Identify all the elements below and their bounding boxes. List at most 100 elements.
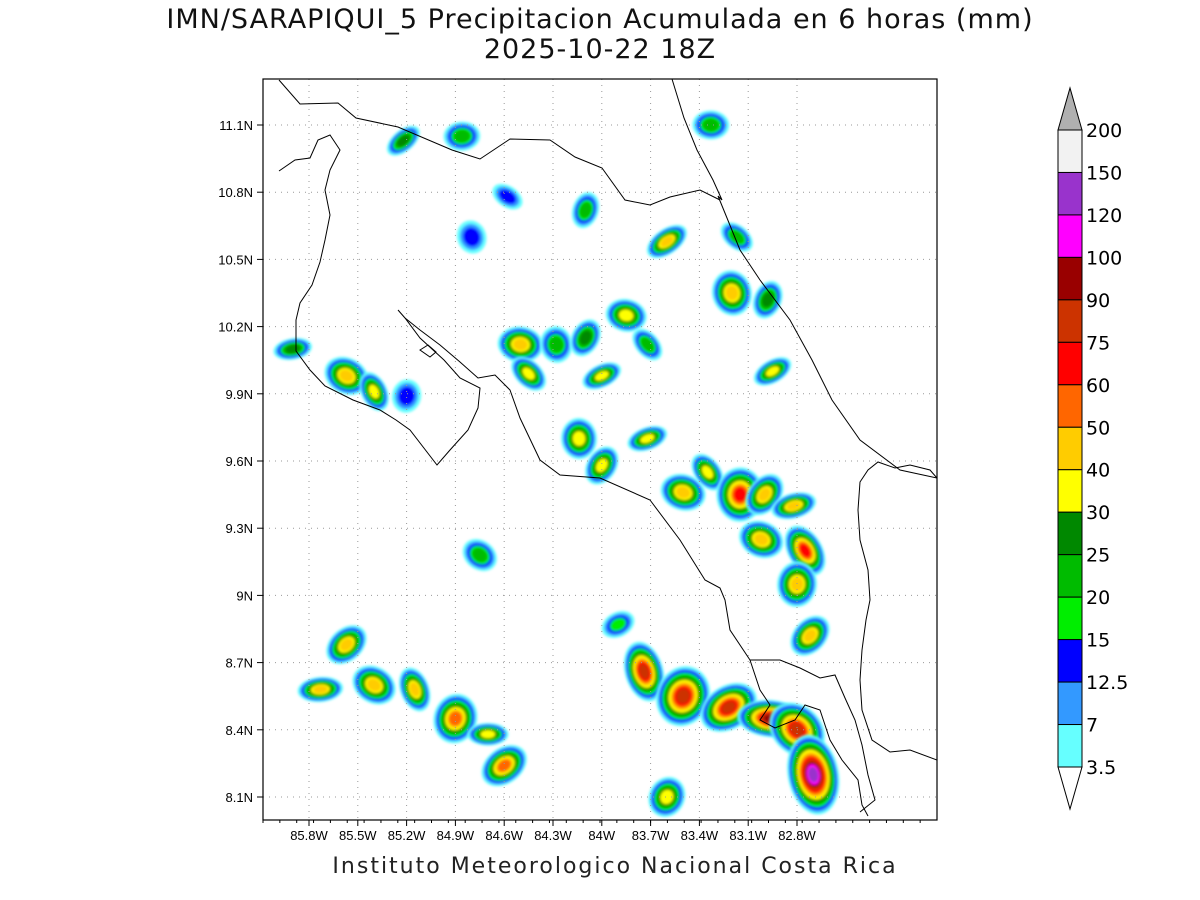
lat-tick-label: 10.2N [218,320,253,335]
colorbar-swatch [1057,596,1083,641]
panama-border [857,461,937,761]
precip-contour [339,638,353,651]
precip-cell [648,776,686,818]
colorbar-label: 40 [1086,460,1110,482]
precip-contour [398,386,415,406]
precip-contour [367,678,381,692]
precip-cell [386,125,420,156]
precip-cell [646,224,687,259]
map-valid-time: 2025-10-22 18Z [483,34,717,65]
precip-cell [711,270,752,316]
precip-contour [463,227,481,247]
precip-cell [456,220,487,254]
lat-tick-label: 8.1N [226,790,253,805]
lon-tick-label: 83.4W [681,828,719,843]
precip-cell [582,362,622,390]
precip-cell [391,379,422,413]
precip-contour [313,685,328,694]
colorbar-label: 120 [1086,205,1122,227]
precip-contour [579,330,592,345]
precip-cell [771,492,817,520]
precip-cell [511,356,546,391]
coastline-borders [278,79,937,817]
lon-tick-label: 85.8W [290,828,328,843]
lon-tick-label: 84.9W [437,828,475,843]
osa-peninsula-coast [749,659,869,817]
precip-cell [297,676,344,703]
colorbar-legend: 3.5 7 12.5 15 20 25 30 40 50 60 75 90 100 120 150 200 [1057,86,1128,811]
nicoya-coast [278,134,481,466]
precip-cell [753,357,792,386]
lat-tick-label: 9.9N [226,387,253,402]
precip-contour [721,701,736,714]
precip-cell [656,666,711,727]
precip-contour [522,367,535,380]
precip-contour [549,336,564,353]
axis-ticks: 85.8W 85.5W 85.2W 84.9W 84.6W 84.3W 84W 83.7W 83… [218,118,921,843]
precip-cell [660,473,706,511]
precip-contour [786,501,801,511]
precip-contour [765,366,780,377]
lat-tick-label: 8.4N [226,723,253,738]
precip-contour [472,548,488,562]
precip-contour [453,129,470,143]
colorbar-swatch [1057,171,1083,216]
precip-cell [692,110,730,140]
precip-contour [676,688,690,704]
colorbar-swatch [1057,426,1083,471]
colorbar-swatch [1057,469,1083,513]
precip-contour [480,730,496,739]
precip-contour [702,118,719,132]
precip-cell [443,121,481,151]
precip-cell [433,693,478,744]
precip-cell [324,356,369,395]
colorbar-label: 30 [1086,502,1110,524]
colorbar-bottom-arrow [1057,766,1083,811]
precip-cell [627,425,668,452]
precip-contour [640,337,654,352]
precip-contour [610,617,627,632]
precipitation-field [273,110,840,818]
precip-contour [660,789,674,805]
colorbar-label: 25 [1086,545,1110,567]
colorbar-label: 150 [1086,162,1122,184]
colorbar-swatch [1057,724,1083,768]
precip-cell [720,222,753,252]
lat-tick-label: 9N [236,588,253,603]
precip-cell [585,446,619,485]
precip-contour [409,682,420,697]
precip-contour [618,309,634,322]
colorbar-swatch [1057,256,1083,301]
colorbar-label: 100 [1086,247,1122,269]
precip-contour [808,766,819,783]
precip-contour [498,189,516,204]
colorbar-swatch [1057,341,1083,386]
colorbar-label: 20 [1086,587,1110,609]
colorbar-label: 200 [1086,120,1122,142]
colorbar-swatch [1057,384,1083,428]
lon-tick-label: 85.2W [388,828,426,843]
nicaragua-border [278,79,721,206]
colorbar-swatch [1057,639,1083,683]
colorbar-swatch [1057,554,1083,598]
precip-cell [540,326,573,363]
precip-cell [561,418,597,460]
colorbar-label: 3.5 [1086,757,1116,779]
precip-contour [799,543,811,558]
precip-cell [352,665,396,705]
colorbar-label: 15 [1086,630,1110,652]
precip-contour [803,629,817,643]
precip-cell [326,625,367,665]
colorbar-label: 90 [1086,290,1110,312]
precip-contour [497,759,511,772]
lat-tick-label: 8.7N [226,656,253,671]
lon-tick-label: 83.7W [632,828,670,843]
precip-contour [368,384,380,399]
precip-cell [399,667,431,712]
precip-cell [481,744,527,787]
precip-contour [448,711,462,726]
lon-tick-label: 85.5W [339,828,377,843]
precip-contour [595,458,608,473]
precip-cell [632,328,663,361]
